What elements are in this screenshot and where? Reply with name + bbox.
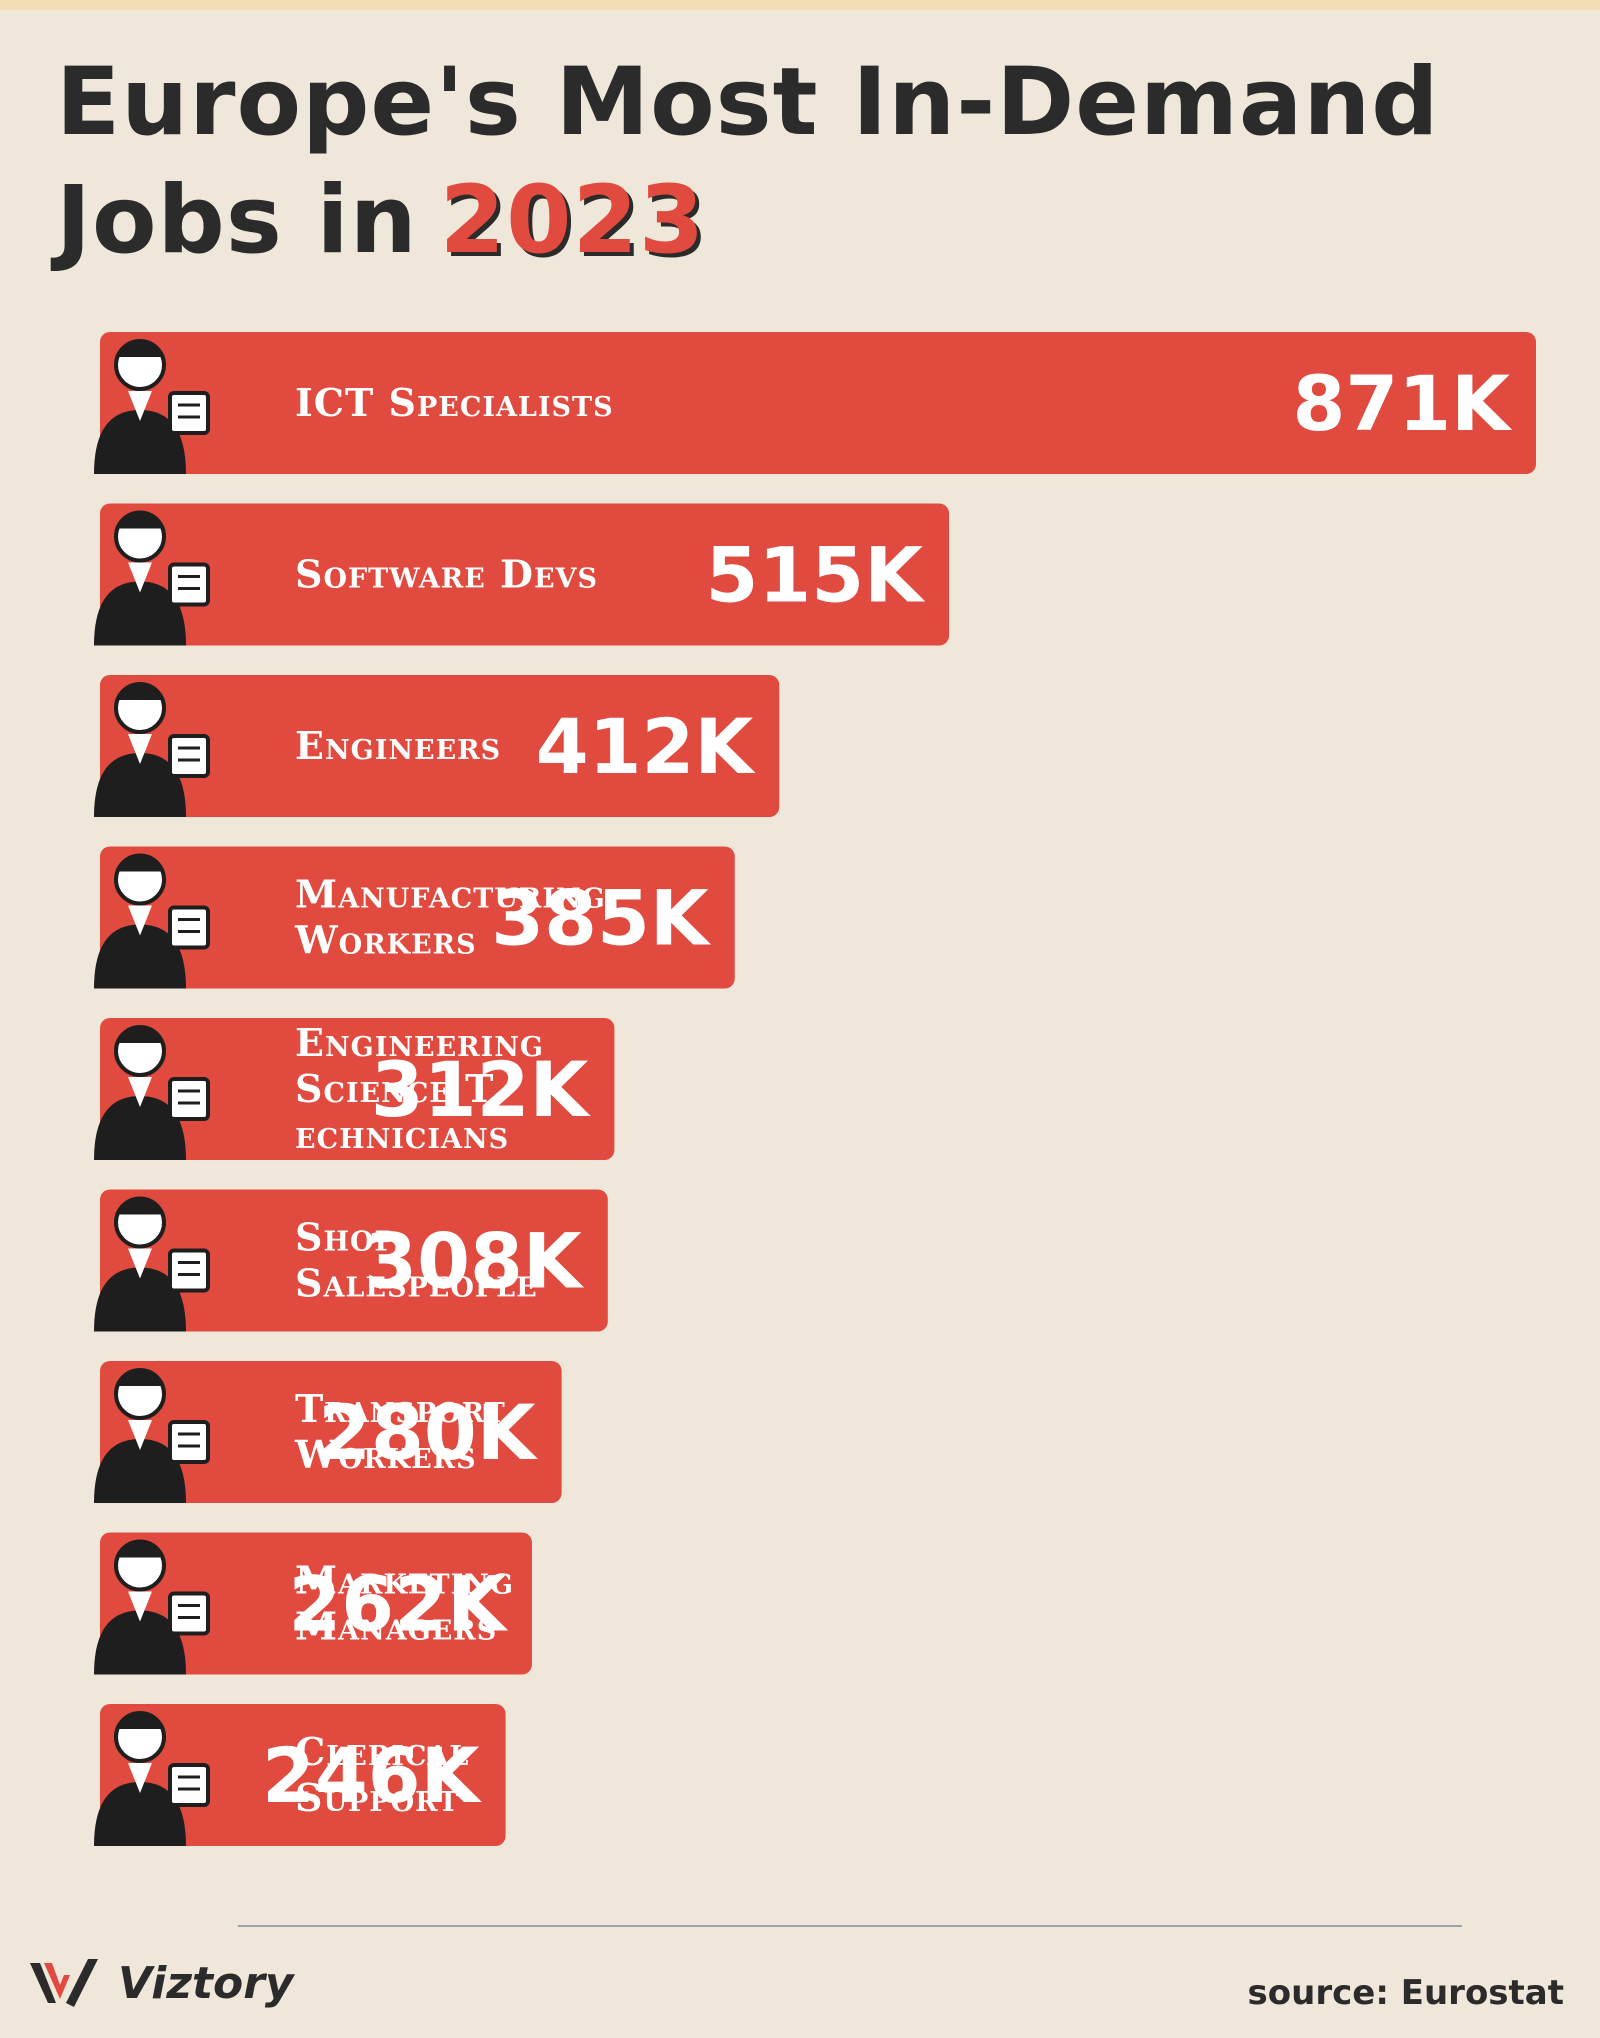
- bar-value-label: 515K: [706, 531, 927, 620]
- delivery-worker-with-parcel-icon: [94, 1368, 210, 1503]
- bar: [100, 332, 1536, 474]
- woman-with-laptop-icon: [94, 339, 210, 474]
- bar: [100, 1532, 532, 1675]
- bar-category-label: Science T: [295, 1066, 494, 1111]
- bar-category-label: Engineers: [295, 723, 501, 768]
- bar-category-label: Manufacturing: [295, 872, 606, 917]
- bar-category-label: Marketing: [295, 1558, 514, 1603]
- bar-category-label: Shop: [295, 1215, 396, 1260]
- bar: [100, 1189, 608, 1332]
- brand-logo: Viztory: [26, 1948, 294, 2018]
- bar: [100, 675, 780, 817]
- bar-category-label: Clerical: [295, 1729, 469, 1774]
- bar-group: Software Devs 515K: [94, 503, 950, 646]
- title-line-1: Europe's Most In-Demand: [56, 48, 1440, 157]
- bar-group: Engineers 412K: [94, 675, 780, 817]
- bar-category-label: ICT Specialists: [295, 380, 614, 425]
- bar-value-label: 312K: [371, 1045, 592, 1134]
- bar-category-label: echnicians: [295, 1112, 509, 1157]
- bar: [100, 1018, 615, 1160]
- bar-value-label: 871K: [1292, 359, 1513, 448]
- top-strip: [0, 0, 1600, 10]
- engineer-with-blueprints-icon: [94, 682, 210, 817]
- bar-category-label: Workers: [294, 918, 477, 963]
- bar-value-label: 246K: [262, 1731, 483, 1820]
- developer-at-computer-icon: [94, 510, 210, 646]
- technician-with-machine-icon: [94, 1025, 210, 1160]
- bar-category-label: Engineering: [295, 1020, 544, 1065]
- title-year: 2023: [439, 166, 706, 275]
- bar-category-label: Workers: [294, 1432, 477, 1477]
- bar-category-label: Software Devs: [295, 552, 598, 597]
- bar: [100, 503, 950, 646]
- factory-worker-with-box-icon: [94, 853, 210, 989]
- footer-divider: [238, 1925, 1462, 1927]
- title-line-2-prefix: Jobs in: [56, 166, 418, 275]
- source-note: source: Eurostat: [1247, 1973, 1564, 2013]
- bar-category-label: Managers: [295, 1604, 497, 1649]
- bar-value-label: 385K: [491, 874, 712, 963]
- bar: [100, 1704, 506, 1846]
- bar-category-label: Transport: [295, 1386, 506, 1431]
- marketer-with-chart-icon: [94, 1539, 210, 1675]
- bar-value-label: 412K: [536, 702, 757, 791]
- brand-name: Viztory: [118, 1957, 294, 2009]
- bar-category-label: Support: [295, 1775, 459, 1820]
- bar-group: ICT Specialists 871K: [94, 332, 1536, 474]
- cashier-at-register-icon: [94, 1196, 210, 1332]
- bar-category-label: Salespeople: [295, 1261, 538, 1306]
- bar-value-label: 262K: [288, 1560, 509, 1649]
- bar: [100, 846, 735, 989]
- bar-value-label: 308K: [364, 1217, 585, 1306]
- clerk-with-documents-icon: [94, 1711, 210, 1846]
- bar-value-label: 280K: [318, 1388, 539, 1477]
- chart-title: Europe's Most In-Demand Jobs in 2023: [56, 44, 1440, 280]
- bar: [100, 1361, 562, 1503]
- viztory-logo-icon: [30, 1959, 98, 2007]
